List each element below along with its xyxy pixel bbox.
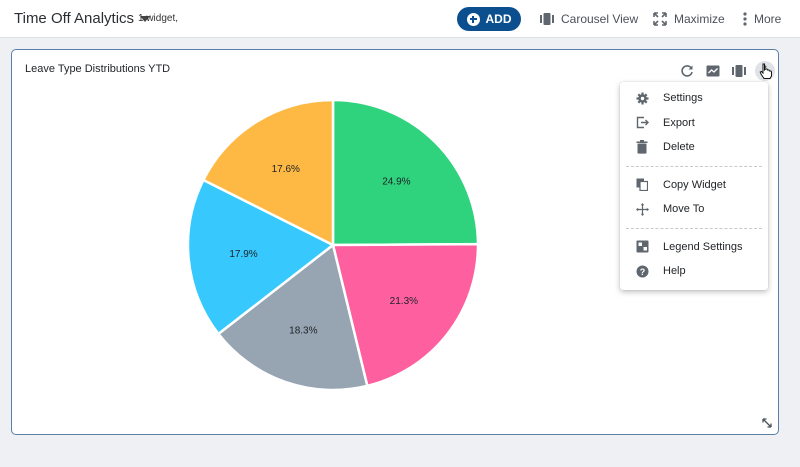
pie-slice[interactable] — [331, 242, 480, 388]
menu-label: Delete — [663, 141, 695, 154]
pie-slice-label: 21.3% — [390, 296, 418, 307]
pie-slice-label: 17.9% — [229, 249, 257, 260]
top-toolbar: Time Off Analytics 1 widget, ADD Carouse… — [0, 0, 800, 38]
more-label: More — [754, 12, 782, 26]
menu-item-settings[interactable]: Settings — [620, 86, 768, 111]
menu-divider — [626, 165, 762, 167]
add-button-label: ADD — [485, 12, 512, 26]
menu-divider — [626, 227, 762, 229]
carousel-icon[interactable] — [731, 63, 747, 79]
menu-label: Legend Settings — [663, 240, 743, 253]
menu-item-export[interactable]: Export — [620, 111, 768, 136]
pie-slice-label: 18.3% — [289, 325, 317, 336]
vertical-dots-icon — [743, 12, 747, 26]
widget-context-menu: Settings Export Delete Copy Wi — [620, 82, 768, 290]
pie-chart: 24.9% 21.3% 18.3% 17.9% 17.6% — [186, 98, 480, 392]
menu-item-copy-widget[interactable]: Copy Widget — [620, 173, 768, 198]
menu-label: Help — [663, 265, 686, 278]
pie-slice[interactable] — [331, 98, 480, 247]
widget-count: 1 widget, — [138, 13, 179, 24]
pie-slice-label: 17.6% — [272, 164, 300, 175]
pie-slice[interactable] — [216, 242, 369, 392]
pie-slice-label: 24.9% — [382, 177, 410, 188]
plus-circle-icon — [466, 12, 480, 26]
trash-icon — [635, 140, 649, 154]
carousel-icon — [540, 13, 554, 25]
widget-title: Leave Type Distributions YTD — [25, 63, 171, 75]
export-icon — [635, 116, 649, 130]
menu-item-help[interactable]: ? Help — [620, 259, 768, 284]
hand-cursor-icon — [759, 63, 772, 79]
legend-icon — [635, 240, 649, 254]
menu-label: Move To — [663, 203, 705, 216]
carousel-view-button[interactable]: Carousel View — [540, 10, 638, 28]
caret-down-icon — [140, 16, 151, 22]
chart-type-icon[interactable] — [705, 63, 721, 79]
more-button[interactable]: More — [743, 10, 781, 28]
menu-item-legend-settings[interactable]: Legend Settings — [620, 235, 768, 260]
maximize-button[interactable]: Maximize — [653, 10, 725, 28]
pie-slice[interactable] — [201, 98, 335, 248]
resize-icon[interactable] — [762, 418, 772, 428]
menu-label: Copy Widget — [663, 178, 726, 191]
carousel-view-label: Carousel View — [561, 12, 639, 26]
svg-text:?: ? — [639, 267, 645, 277]
add-button[interactable]: ADD — [457, 7, 521, 31]
pie-slice[interactable] — [186, 178, 336, 336]
menu-label: Settings — [663, 92, 703, 105]
refresh-icon[interactable] — [679, 63, 695, 79]
copy-icon — [635, 178, 649, 192]
gear-icon — [635, 91, 649, 105]
menu-label: Export — [663, 116, 695, 129]
dashboard-title-dropdown[interactable]: Time Off Analytics — [14, 10, 151, 27]
menu-item-delete[interactable]: Delete — [620, 135, 768, 160]
move-icon — [635, 202, 649, 216]
dashboard-title: Time Off Analytics — [14, 10, 135, 27]
maximize-label: Maximize — [674, 12, 725, 26]
menu-item-move-to[interactable]: Move To — [620, 197, 768, 222]
help-icon: ? — [635, 264, 649, 278]
maximize-icon — [653, 12, 667, 26]
